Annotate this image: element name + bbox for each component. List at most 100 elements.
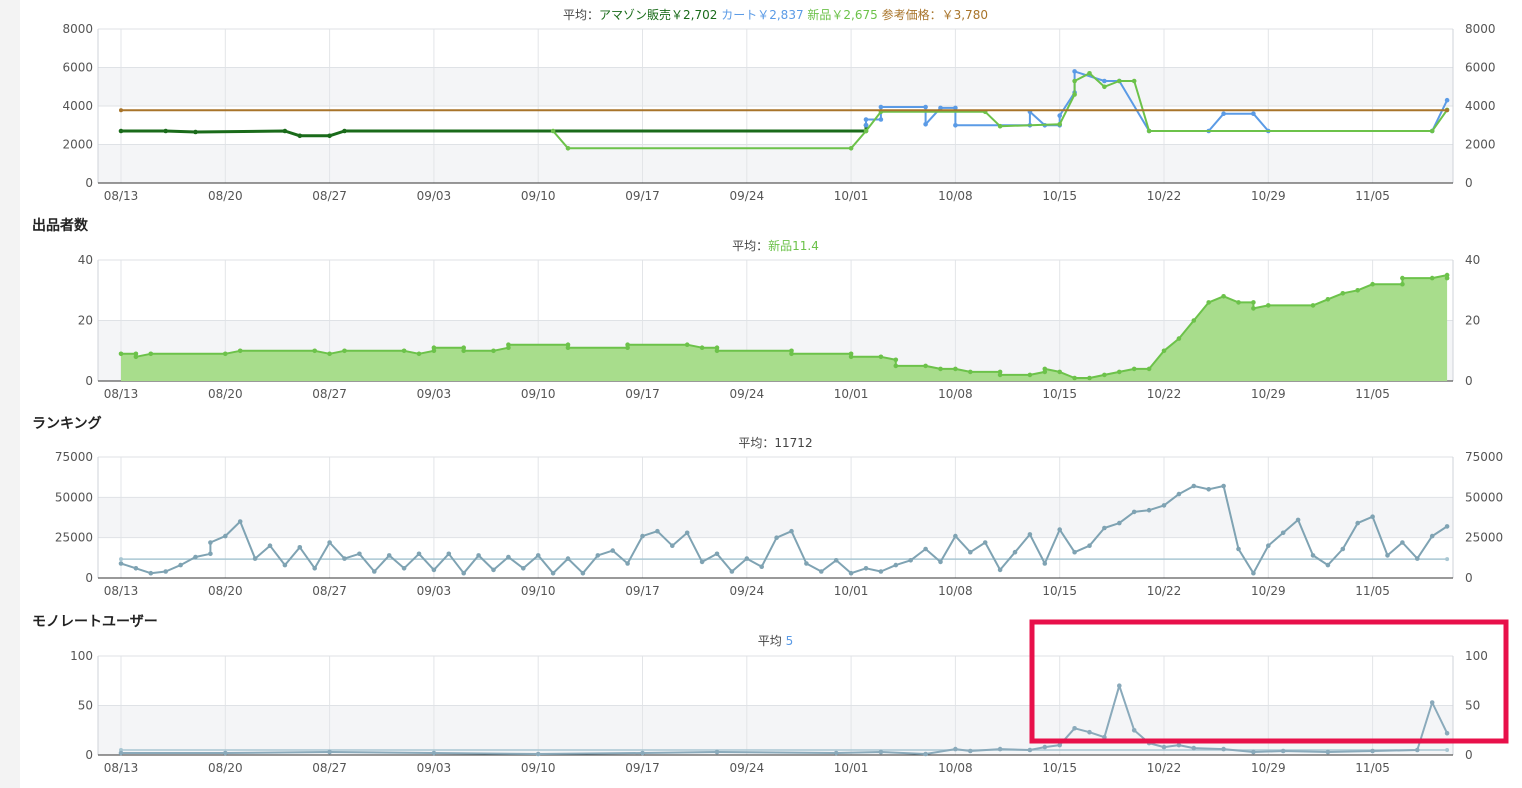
price-ytick-right: 6000 [1465,61,1496,75]
ranking-data-point [1057,527,1062,532]
sellers-data-point [848,354,854,360]
ranking-data-point [953,533,958,539]
ranking-data-point [476,553,481,558]
ranking-data-point [729,569,735,574]
ranking-ytick-left: 25000 [55,531,93,545]
price-data-point [1072,92,1077,97]
ranking-data-point [223,533,228,539]
ranking-data-point [237,519,243,524]
ranking-data-point [655,528,660,534]
ranking-band [98,497,1453,538]
ranking-data-point [923,546,928,552]
sellers-data-point [893,363,899,369]
ranking-data-point [640,533,645,539]
ranking-data-point [893,562,899,568]
legend-new: 新品11.4 [768,238,819,253]
price-data-point [1146,128,1152,134]
ranking-data-point [699,559,705,565]
price-ytick-left: 0 [85,176,93,190]
monorate-data-point [1072,726,1077,731]
ranking-date-tick-label: 10/15 [1042,584,1077,598]
monorate-date-tick-label: 09/17 [625,761,660,775]
ranking-date-tick-label: 09/03 [417,584,452,598]
ranking-data-point [1027,532,1033,537]
ranking-data-point [1102,525,1107,531]
monorate-data-point [1087,729,1092,735]
ranking-data-point [1415,556,1420,561]
ranking-data-point [1236,546,1241,552]
price-date-tick-label: 10/15 [1042,189,1077,203]
sellers-data-point [1429,275,1435,281]
ranking-data-point [997,567,1003,573]
ranking-date-tick-label: 10/08 [938,584,973,598]
monorate-data-point [1444,730,1450,736]
price-date-tick-label: 10/08 [938,189,973,203]
sellers-ytick-right: 0 [1465,374,1473,388]
price-date-tick-label: 10/01 [834,189,869,203]
price-ytick-left: 8000 [62,22,93,36]
ranking-data-point [312,566,318,571]
sellers-data-point [506,342,511,348]
monorate-data-point [1191,745,1197,751]
ranking-date-tick-label: 09/17 [625,584,660,598]
price-date-tick-label: 09/17 [625,189,660,203]
ranking-data-point [878,569,884,574]
ranking-data-point [684,530,690,536]
sellers-date-tick-label: 10/29 [1251,387,1286,401]
sellers-data-point [1161,348,1167,354]
sellers-data-point [789,351,794,357]
ranking-data-point [282,562,288,568]
monorate-data-point [833,750,839,756]
sellers-ytick-left: 20 [78,314,93,328]
ranking-data-point [1295,517,1301,523]
price-date-tick-label: 08/20 [208,189,243,203]
monorate-date-tick-label: 11/05 [1355,761,1390,775]
sellers-date-tick-label: 08/13 [104,387,139,401]
price-legend: 平均：アマゾン販売￥2,702 カート￥2,837 新品￥2,675 参考価格：… [563,7,988,22]
monorate-data-point [1057,742,1062,748]
price-data-point [938,105,943,111]
price-data-point [878,117,884,122]
sellers-area-fill [121,275,1448,381]
monorate-data-point [923,751,928,757]
sellers-data-point [118,351,124,357]
sellers-data-point [625,342,630,348]
price-data-point [193,129,198,135]
ranking-data-point [670,543,675,548]
ranking-data-point [1340,546,1346,552]
monorate-data-point [118,750,124,756]
ranking-date-tick-label: 10/22 [1147,584,1182,598]
monorate-data-point [535,751,541,757]
ranking-data-point [789,528,794,534]
price-ytick-left: 4000 [62,99,93,113]
ranking-data-point [1191,483,1197,489]
ranking-data-point [178,562,183,568]
sellers-date-tick-label: 10/15 [1042,387,1077,401]
price-date-tick-label: 09/03 [417,189,452,203]
ranking-ytick-left: 75000 [55,450,93,464]
price-data-point [1072,78,1077,84]
ranking-data-point [1131,509,1137,515]
sellers-data-point [1266,303,1271,308]
legend-avg-value: 5 [786,634,794,648]
price-data-point [1444,97,1450,103]
legend-new: 新品￥2,675 [807,7,877,22]
price-data-point [565,146,571,151]
monorate-data-point [327,749,332,755]
price-data-point [1251,111,1256,116]
monorate-ytick-left: 100 [70,649,93,663]
sellers-data-point [565,345,571,351]
ranking-section-title: ランキング [32,416,102,432]
price-data-point [297,133,303,139]
sellers-data-point [1087,375,1092,381]
ranking-data-point [1087,543,1092,548]
sellers-data-point [1117,369,1122,375]
sellers-data-point [1340,291,1346,296]
ranking-data-point [521,566,526,571]
monorate-data-point [1131,728,1137,733]
highlight-box [1029,619,1509,744]
sellers-data-point [699,345,705,351]
ranking-data-point [1325,562,1331,568]
price-data-point [1131,78,1137,84]
